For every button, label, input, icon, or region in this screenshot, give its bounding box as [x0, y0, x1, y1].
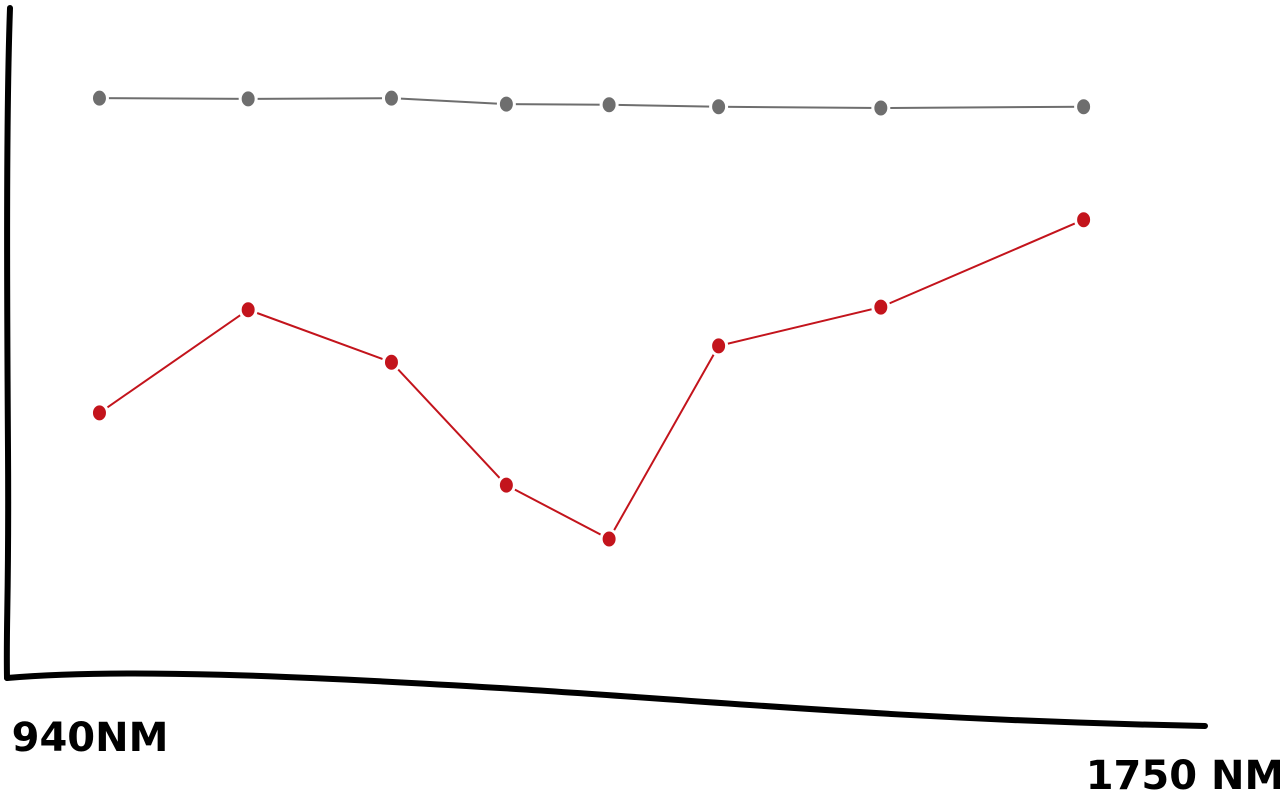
- point: [381, 351, 401, 373]
- point: [89, 87, 109, 109]
- point: [496, 93, 516, 115]
- point: [599, 94, 619, 116]
- point: [496, 474, 516, 496]
- point: [89, 402, 109, 424]
- x-tick-label: 940NM: [12, 715, 169, 761]
- point: [599, 528, 619, 550]
- point: [871, 97, 891, 119]
- point: [709, 335, 729, 357]
- series-line: [99, 97, 1084, 110]
- series-line: [98, 218, 1085, 541]
- point: [238, 88, 258, 110]
- point: [1074, 209, 1094, 231]
- x-axis: [4, 670, 1208, 729]
- point: [709, 96, 729, 118]
- point: [871, 296, 891, 318]
- y-axis: [3, 5, 13, 681]
- x-tick-label: 1750 NM: [1086, 753, 1280, 799]
- point: [1074, 96, 1094, 118]
- point: [238, 299, 258, 321]
- point: [381, 87, 401, 109]
